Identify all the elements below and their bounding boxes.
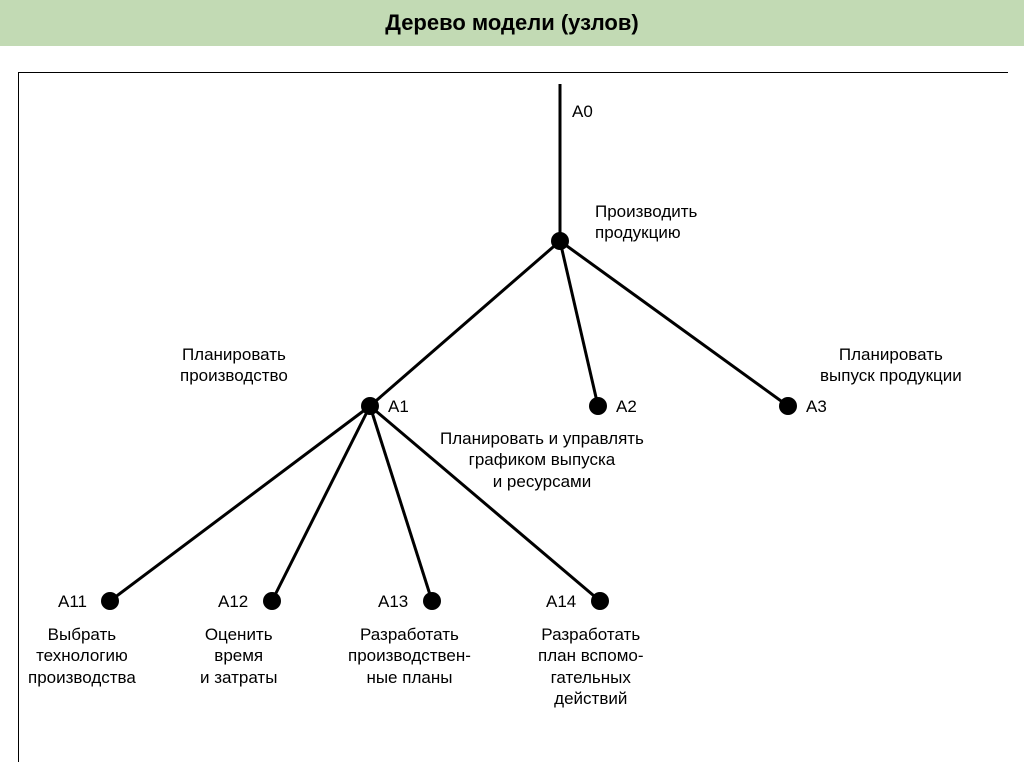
node-code-A3: A3: [806, 396, 827, 417]
tree-node-A3: [779, 397, 797, 415]
node-label-A2: Планировать и управлять графиком выпуска…: [440, 428, 644, 492]
diagram-area: A0 Производить продукцию A1 Планировать про…: [0, 46, 1024, 766]
node-label-A13: Разработать производствен- ные планы: [348, 624, 471, 688]
tree-node-A0: [551, 232, 569, 250]
node-code-A12: A12: [218, 591, 248, 612]
title-bar: Дерево модели (узлов): [0, 0, 1024, 46]
tree-node-A12: [263, 592, 281, 610]
node-label-A12: Оценить время и затраты: [200, 624, 277, 688]
page-title: Дерево модели (узлов): [385, 10, 638, 36]
tree-node-A11: [101, 592, 119, 610]
tree-node-A13: [423, 592, 441, 610]
node-code-A1: A1: [388, 396, 409, 417]
tree-node-A14: [591, 592, 609, 610]
node-label-A0: Производить продукцию: [595, 201, 697, 244]
node-code-A13: A13: [378, 591, 408, 612]
tree-node-A1: [361, 397, 379, 415]
node-label-A14: Разработать план вспомо- гательных дейст…: [538, 624, 644, 709]
tree-node-A2: [589, 397, 607, 415]
node-code-A0: A0: [572, 101, 593, 122]
diagram-border: [18, 72, 1008, 762]
node-code-A11: A11: [58, 591, 87, 612]
node-code-A2: A2: [616, 396, 637, 417]
node-label-A1: Планировать производство: [180, 344, 288, 387]
node-label-A3: Планировать выпуск продукции: [820, 344, 962, 387]
node-label-A11: Выбрать технологию производства: [28, 624, 136, 688]
node-code-A14: A14: [546, 591, 576, 612]
